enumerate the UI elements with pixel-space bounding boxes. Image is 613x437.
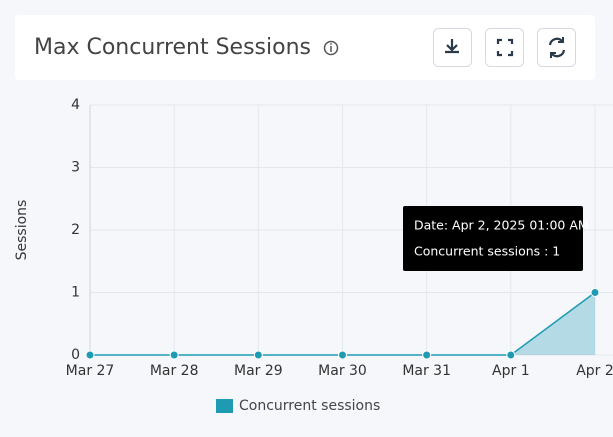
refresh-button[interactable] bbox=[537, 28, 576, 67]
data-point bbox=[506, 350, 516, 360]
y-tick-label: 4 bbox=[71, 97, 80, 113]
x-tick-label: Mar 31 bbox=[402, 363, 451, 379]
y-axis-label: Sessions bbox=[14, 200, 30, 261]
data-point bbox=[85, 350, 95, 360]
x-tick-label: Apr 1 bbox=[492, 363, 530, 379]
y-tick-label: 1 bbox=[71, 285, 80, 301]
area-fill bbox=[90, 292, 595, 355]
tooltip-date: Date: Apr 2, 2025 01:00 AM bbox=[414, 218, 589, 233]
data-point bbox=[169, 350, 179, 360]
info-icon[interactable] bbox=[323, 40, 339, 56]
legend-swatch bbox=[216, 399, 233, 413]
legend-label: Concurrent sessions bbox=[239, 398, 380, 414]
x-tick-label: Mar 28 bbox=[150, 363, 199, 379]
x-tick-label: Mar 27 bbox=[66, 363, 115, 379]
data-point bbox=[253, 350, 263, 360]
x-tick-label: Apr 2 bbox=[576, 363, 613, 379]
y-tick-label: 2 bbox=[71, 222, 80, 238]
x-tick-label: Mar 30 bbox=[318, 363, 367, 379]
x-tick-label: Mar 29 bbox=[234, 363, 283, 379]
tooltip: Date: Apr 2, 2025 01:00 AM Concurrent se… bbox=[403, 206, 589, 271]
data-point bbox=[338, 350, 347, 360]
tooltip-box bbox=[403, 206, 583, 271]
widget-title: Max Concurrent Sessions bbox=[34, 35, 311, 60]
data-point bbox=[590, 288, 600, 297]
y-tick-label: 0 bbox=[71, 347, 80, 363]
tooltip-value: Concurrent sessions : 1 bbox=[414, 244, 560, 259]
data-point bbox=[422, 350, 432, 360]
download-button[interactable] bbox=[433, 28, 472, 67]
y-tick-label: 3 bbox=[71, 160, 80, 176]
fullscreen-button[interactable] bbox=[485, 28, 524, 67]
